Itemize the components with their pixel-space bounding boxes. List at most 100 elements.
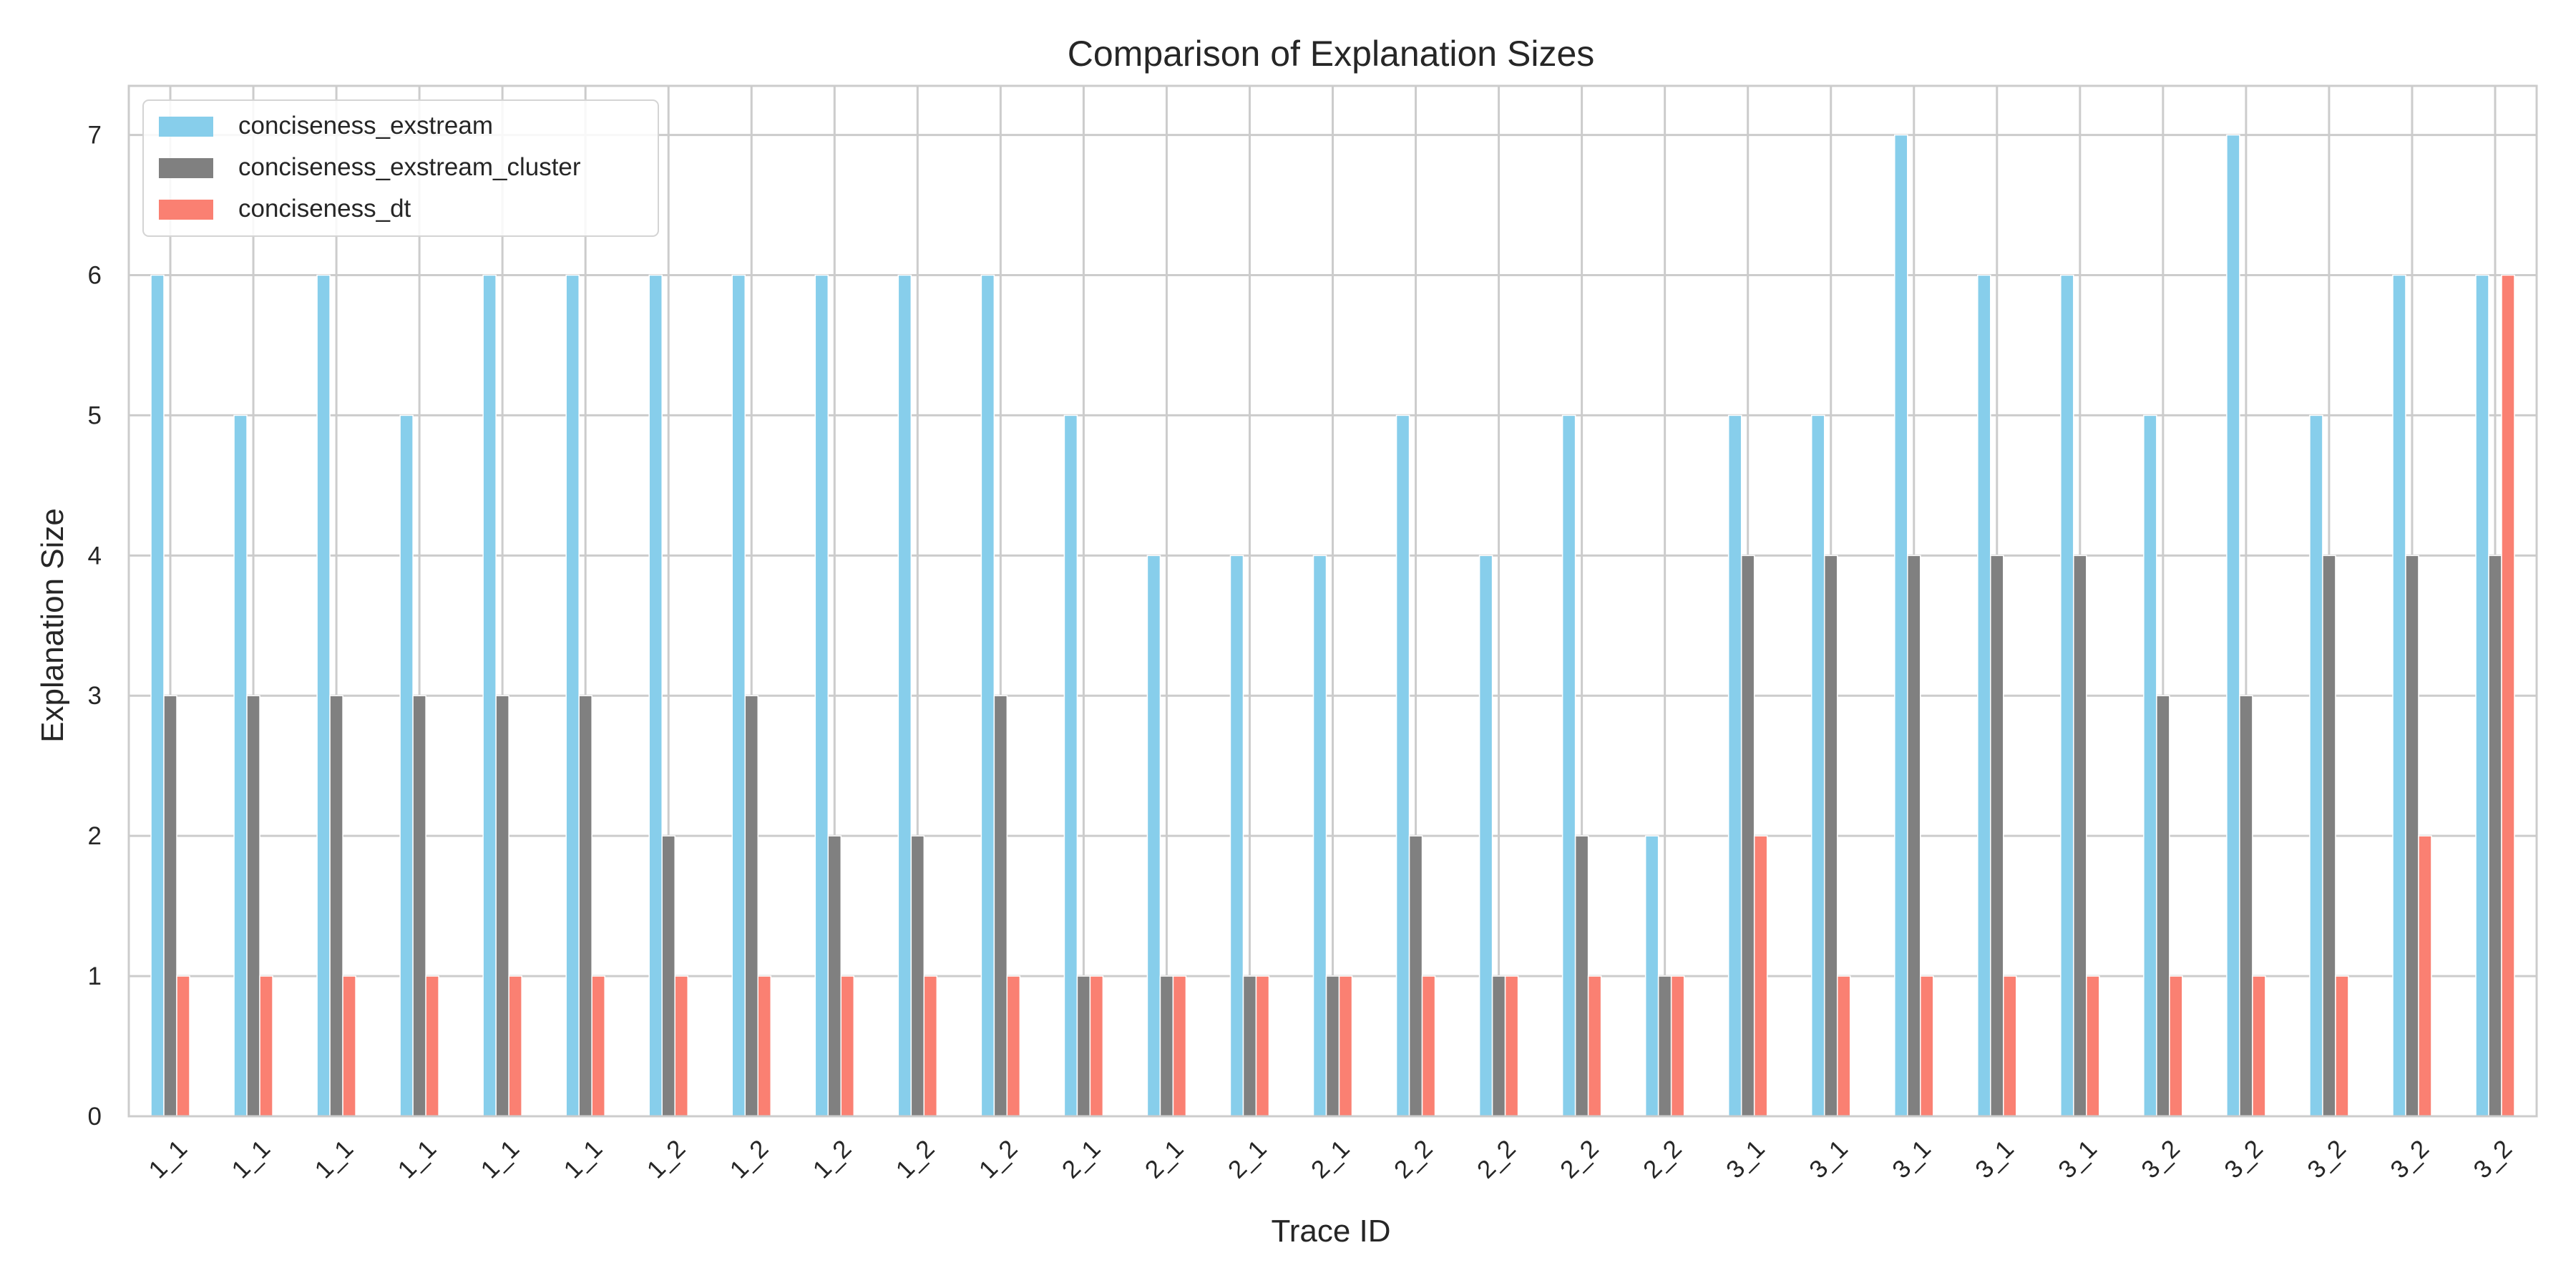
- legend-label: conciseness_exstream: [238, 112, 493, 140]
- bar-conciseness_exstream: [1644, 835, 1659, 1117]
- bar-conciseness_exstream: [814, 274, 829, 1117]
- legend-swatch: [159, 200, 213, 220]
- bar-conciseness_dt: [2086, 975, 2100, 1117]
- bar-conciseness_exstream_cluster: [2405, 555, 2419, 1117]
- bar-conciseness_exstream: [980, 274, 995, 1117]
- y-tick-label: 4: [88, 542, 102, 570]
- bar-conciseness_exstream_cluster: [412, 695, 426, 1117]
- bar-conciseness_exstream: [565, 274, 580, 1117]
- bar-conciseness_exstream_cluster: [1491, 975, 1506, 1117]
- bar-conciseness_dt: [1089, 975, 1104, 1117]
- bar-conciseness_exstream: [2475, 274, 2489, 1117]
- y-tick-label: 1: [88, 962, 102, 990]
- bar-conciseness_dt: [1919, 975, 1934, 1117]
- y-tick-labels: 0 1 2 3 4 5 6 7: [88, 122, 102, 1131]
- bar-conciseness_exstream: [1146, 555, 1161, 1117]
- bar-conciseness_exstream_cluster: [1823, 555, 1838, 1117]
- bar-conciseness_dt: [259, 975, 273, 1117]
- bar-conciseness_exstream_cluster: [1242, 975, 1257, 1117]
- bar-conciseness_exstream: [731, 274, 746, 1117]
- bar-conciseness_exstream: [2392, 274, 2406, 1117]
- bar-conciseness_exstream: [2060, 274, 2074, 1117]
- bar-conciseness_dt: [2335, 975, 2349, 1117]
- legend-label: conciseness_dt: [238, 195, 411, 223]
- bar-conciseness_exstream: [2143, 414, 2157, 1117]
- bar-conciseness_dt: [1338, 975, 1353, 1117]
- legend-box: [142, 99, 659, 237]
- x-axis-label: Trace ID: [1271, 1214, 1390, 1249]
- bar-conciseness_dt: [425, 975, 439, 1117]
- bar-conciseness_exstream: [1063, 414, 1078, 1117]
- bar-conciseness_dt: [2252, 975, 2266, 1117]
- bar-conciseness_exstream: [316, 274, 331, 1117]
- bar-conciseness_exstream: [1478, 555, 1493, 1117]
- bar-conciseness_exstream_cluster: [2322, 555, 2336, 1117]
- bar-conciseness_dt: [923, 975, 938, 1117]
- bar-conciseness_exstream: [482, 274, 497, 1117]
- chart-title: Comparison of Explanation Sizes: [1068, 34, 1595, 74]
- bar-conciseness_exstream: [1893, 134, 1908, 1117]
- bar-conciseness_dt: [2501, 274, 2515, 1117]
- bar-conciseness_exstream_cluster: [1574, 835, 1589, 1117]
- bar-conciseness_exstream_cluster: [246, 695, 260, 1117]
- bar-conciseness_exstream_cluster: [744, 695, 759, 1117]
- bar-conciseness_exstream_cluster: [1159, 975, 1174, 1117]
- bar-conciseness_exstream_cluster: [2073, 555, 2087, 1117]
- bar-conciseness_dt: [342, 975, 356, 1117]
- bar-conciseness_dt: [1006, 975, 1021, 1117]
- bar-conciseness_exstream_cluster: [163, 695, 177, 1117]
- bar-conciseness_exstream_cluster: [495, 695, 509, 1117]
- bar-conciseness_exstream: [150, 274, 165, 1117]
- bar-conciseness_exstream: [648, 274, 663, 1117]
- bar-conciseness_dt: [1836, 975, 1851, 1117]
- bar-conciseness_exstream: [897, 274, 912, 1117]
- legend: conciseness_exstream conciseness_exstream…: [142, 99, 659, 237]
- bar-conciseness_exstream_cluster: [1740, 555, 1755, 1117]
- y-tick-label: 7: [88, 122, 102, 150]
- bar-conciseness_exstream: [1727, 414, 1742, 1117]
- bar-conciseness_exstream: [233, 414, 248, 1117]
- x-tick-labels: 1_1 1_1 1_1 1_1 1_1 1_1 1_2 1_2 1_2 1_2 1_2 2_1 2_1 2…: [143, 1135, 2517, 1184]
- bar-conciseness_exstream_cluster: [1657, 975, 1672, 1117]
- y-tick-label: 5: [88, 401, 102, 429]
- bar-conciseness_exstream_cluster: [2156, 695, 2170, 1117]
- legend-label: conciseness_exstream_cluster: [238, 153, 581, 181]
- bar-conciseness_dt: [2169, 975, 2183, 1117]
- y-tick-label: 2: [88, 822, 102, 850]
- bar-conciseness_dt: [508, 975, 522, 1117]
- y-axis-label: Explanation Size: [35, 508, 70, 743]
- bar-conciseness_exstream_cluster: [910, 835, 925, 1117]
- bar-conciseness_exstream: [2309, 414, 2323, 1117]
- bar-conciseness_exstream_cluster: [661, 835, 675, 1117]
- bar-conciseness_exstream: [1977, 274, 1991, 1117]
- bar-conciseness_exstream_cluster: [1906, 555, 1921, 1117]
- bar-conciseness_dt: [1753, 835, 1768, 1117]
- bar-conciseness_exstream_cluster: [578, 695, 592, 1117]
- y-tick-label: 0: [88, 1103, 102, 1131]
- bar-conciseness_dt: [1670, 975, 1685, 1117]
- bar-conciseness_exstream: [1810, 414, 1825, 1117]
- bar-conciseness_exstream_cluster: [329, 695, 343, 1117]
- y-tick-label: 3: [88, 682, 102, 710]
- bar-conciseness_dt: [674, 975, 688, 1117]
- bar-conciseness_exstream: [1312, 555, 1327, 1117]
- y-tick-label: 6: [88, 261, 102, 289]
- bar-conciseness_dt: [840, 975, 855, 1117]
- bar-conciseness_dt: [591, 975, 605, 1117]
- bar-conciseness_dt: [2418, 835, 2432, 1117]
- bar-conciseness_exstream: [1561, 414, 1576, 1117]
- bar-conciseness_dt: [1587, 975, 1602, 1117]
- bar-conciseness_exstream_cluster: [1076, 975, 1091, 1117]
- plot-frame: [127, 84, 2538, 1118]
- bar-conciseness_dt: [1504, 975, 1519, 1117]
- bar-conciseness_dt: [1172, 975, 1187, 1117]
- bar-conciseness_exstream_cluster: [827, 835, 842, 1117]
- legend-swatch: [159, 158, 213, 178]
- bar-conciseness_exstream_cluster: [993, 695, 1008, 1117]
- bar-conciseness_exstream: [1229, 555, 1244, 1117]
- bar-conciseness_dt: [2003, 975, 2017, 1117]
- bar-conciseness_exstream: [1395, 414, 1410, 1117]
- legend-swatch: [159, 117, 213, 137]
- bar-conciseness_dt: [1255, 975, 1270, 1117]
